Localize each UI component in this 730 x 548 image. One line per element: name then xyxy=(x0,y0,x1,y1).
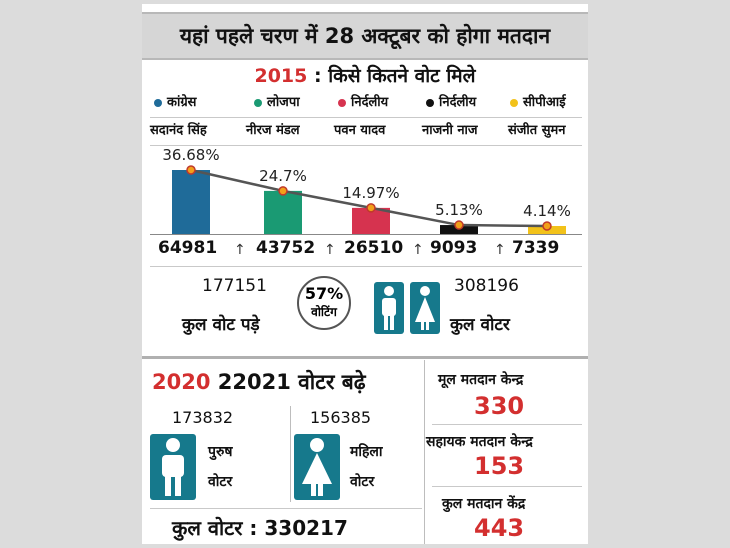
total-voters-2020: कुल वोटर : 330217 xyxy=(172,514,348,541)
turnout-label: वोटिंग xyxy=(311,305,337,319)
vote-count: 9093 xyxy=(430,238,478,258)
legend-dot-icon xyxy=(510,98,518,107)
male-label: पुरुष xyxy=(208,444,233,460)
vote-count: 26510 xyxy=(344,238,404,258)
arrow-up-icon: ↑ xyxy=(412,242,424,258)
headline-text: यहां पहले चरण में 28 अक्टूबर को होगा मतद… xyxy=(179,24,551,48)
chart-baseline xyxy=(150,234,582,235)
center-label: मूल मतदान केन्द्र xyxy=(438,372,524,388)
legend-item: लोजपा xyxy=(254,92,300,110)
bar xyxy=(264,190,302,234)
vote-count: 43752 xyxy=(256,238,316,258)
center-label: कुल मतदान केंद्र xyxy=(442,496,526,512)
divider xyxy=(424,360,425,544)
divider xyxy=(150,266,582,267)
candidate-name: नाजनी नाज xyxy=(422,123,478,138)
divider xyxy=(150,145,582,146)
legend-dot-icon xyxy=(154,98,162,107)
votes-cast-label: कुल वोट पड़े xyxy=(182,315,260,335)
female-label: महिला xyxy=(350,444,383,460)
center-label: सहायक मतदान केन्द्र xyxy=(426,434,533,450)
divider xyxy=(150,117,582,118)
vote-share-chart: 36.68% 24.7% 14.97% 5.13% 4.14% xyxy=(162,146,571,234)
male-voter-label: वोटर xyxy=(208,474,233,490)
total-voters-2020-label: कुल वोटर : xyxy=(172,516,258,540)
male-voter-count: 173832 xyxy=(172,408,234,427)
legend-item: निर्दलीय xyxy=(426,92,476,110)
section-divider xyxy=(142,356,588,359)
legend-label: लोजपा xyxy=(267,95,300,110)
divider xyxy=(150,508,422,509)
percent-label: 4.14% xyxy=(523,202,571,220)
arrow-up-icon: ↑ xyxy=(324,242,336,258)
male-icon xyxy=(374,282,404,334)
data-point xyxy=(542,221,552,231)
votes-cast-number: 177151 xyxy=(202,276,267,296)
legend-label: कांग्रेस xyxy=(167,95,197,110)
candidate-name: पवन यादव xyxy=(334,123,386,138)
data-point xyxy=(186,165,196,175)
vote-count: 7339 xyxy=(512,238,560,258)
candidate-name: संजीत सुमन xyxy=(508,123,566,138)
center-value: 443 xyxy=(474,514,525,542)
candidate-name: नीरज मंडल xyxy=(246,123,300,138)
total-voters-2020-value: 330217 xyxy=(264,516,348,540)
center-value: 153 xyxy=(474,452,525,480)
total-voters-number: 308196 xyxy=(454,276,519,296)
female-icon xyxy=(410,282,440,334)
year-2020: 2020 xyxy=(152,370,211,394)
section-2015-title: 2015 : किसे कितने वोट मिले xyxy=(142,62,588,88)
candidate-name: सदानंद सिंह xyxy=(150,123,207,138)
section-2020-title: 2020 22021 वोटर बढ़े xyxy=(152,368,366,396)
percent-label: 5.13% xyxy=(435,201,483,219)
percent-label: 14.97% xyxy=(342,184,399,202)
legend-label: सीपीआई xyxy=(523,95,566,110)
legend-label: निर्दलीय xyxy=(351,95,389,110)
divider xyxy=(432,486,582,487)
section-2015-subtitle: : किसे कितने वोट मिले xyxy=(313,65,476,87)
legend-dot-icon xyxy=(426,98,434,107)
legend-item: कांग्रेस xyxy=(154,92,196,110)
candidate-names: सदानंद सिंह नीरज मंडल पवन यादव नाजनी नाज… xyxy=(142,120,588,144)
legend-item: निर्दलीय xyxy=(338,92,388,110)
turnout-badge: 57% वोटिंग xyxy=(297,276,351,330)
legend-item: सीपीआई xyxy=(510,92,566,110)
female-voter-label: वोटर xyxy=(350,474,375,490)
legend-dot-icon xyxy=(338,98,346,107)
male-icon xyxy=(150,434,196,500)
data-point xyxy=(454,220,464,230)
legend: कांग्रेस लोजपा निर्दलीय निर्दलीय सीपीआई xyxy=(142,92,588,116)
divider xyxy=(432,424,582,425)
arrow-up-icon: ↑ xyxy=(234,242,246,258)
turnout-value: 57% xyxy=(304,284,344,303)
female-voter-count: 156385 xyxy=(310,408,372,427)
vote-count: 64981 xyxy=(158,238,218,258)
percent-label: 24.7% xyxy=(259,167,307,185)
total-voters-label: कुल वोटर xyxy=(450,315,510,335)
bar xyxy=(172,170,210,234)
legend-label: निर्दलीय xyxy=(439,95,477,110)
infographic-panel: यहां पहले चरण में 28 अक्टूबर को होगा मतद… xyxy=(142,4,588,544)
section-2020-subtitle: 22021 वोटर बढ़े xyxy=(217,370,366,394)
data-point xyxy=(278,186,288,196)
female-icon xyxy=(294,434,340,500)
percent-label: 36.68% xyxy=(162,146,219,164)
center-value: 330 xyxy=(474,392,525,420)
year-2015: 2015 xyxy=(254,65,308,87)
arrow-up-icon: ↑ xyxy=(494,242,506,258)
legend-dot-icon xyxy=(254,98,262,107)
data-point xyxy=(366,203,376,213)
headline-banner: यहां पहले चरण में 28 अक्टूबर को होगा मतद… xyxy=(142,12,588,60)
divider xyxy=(290,406,291,502)
